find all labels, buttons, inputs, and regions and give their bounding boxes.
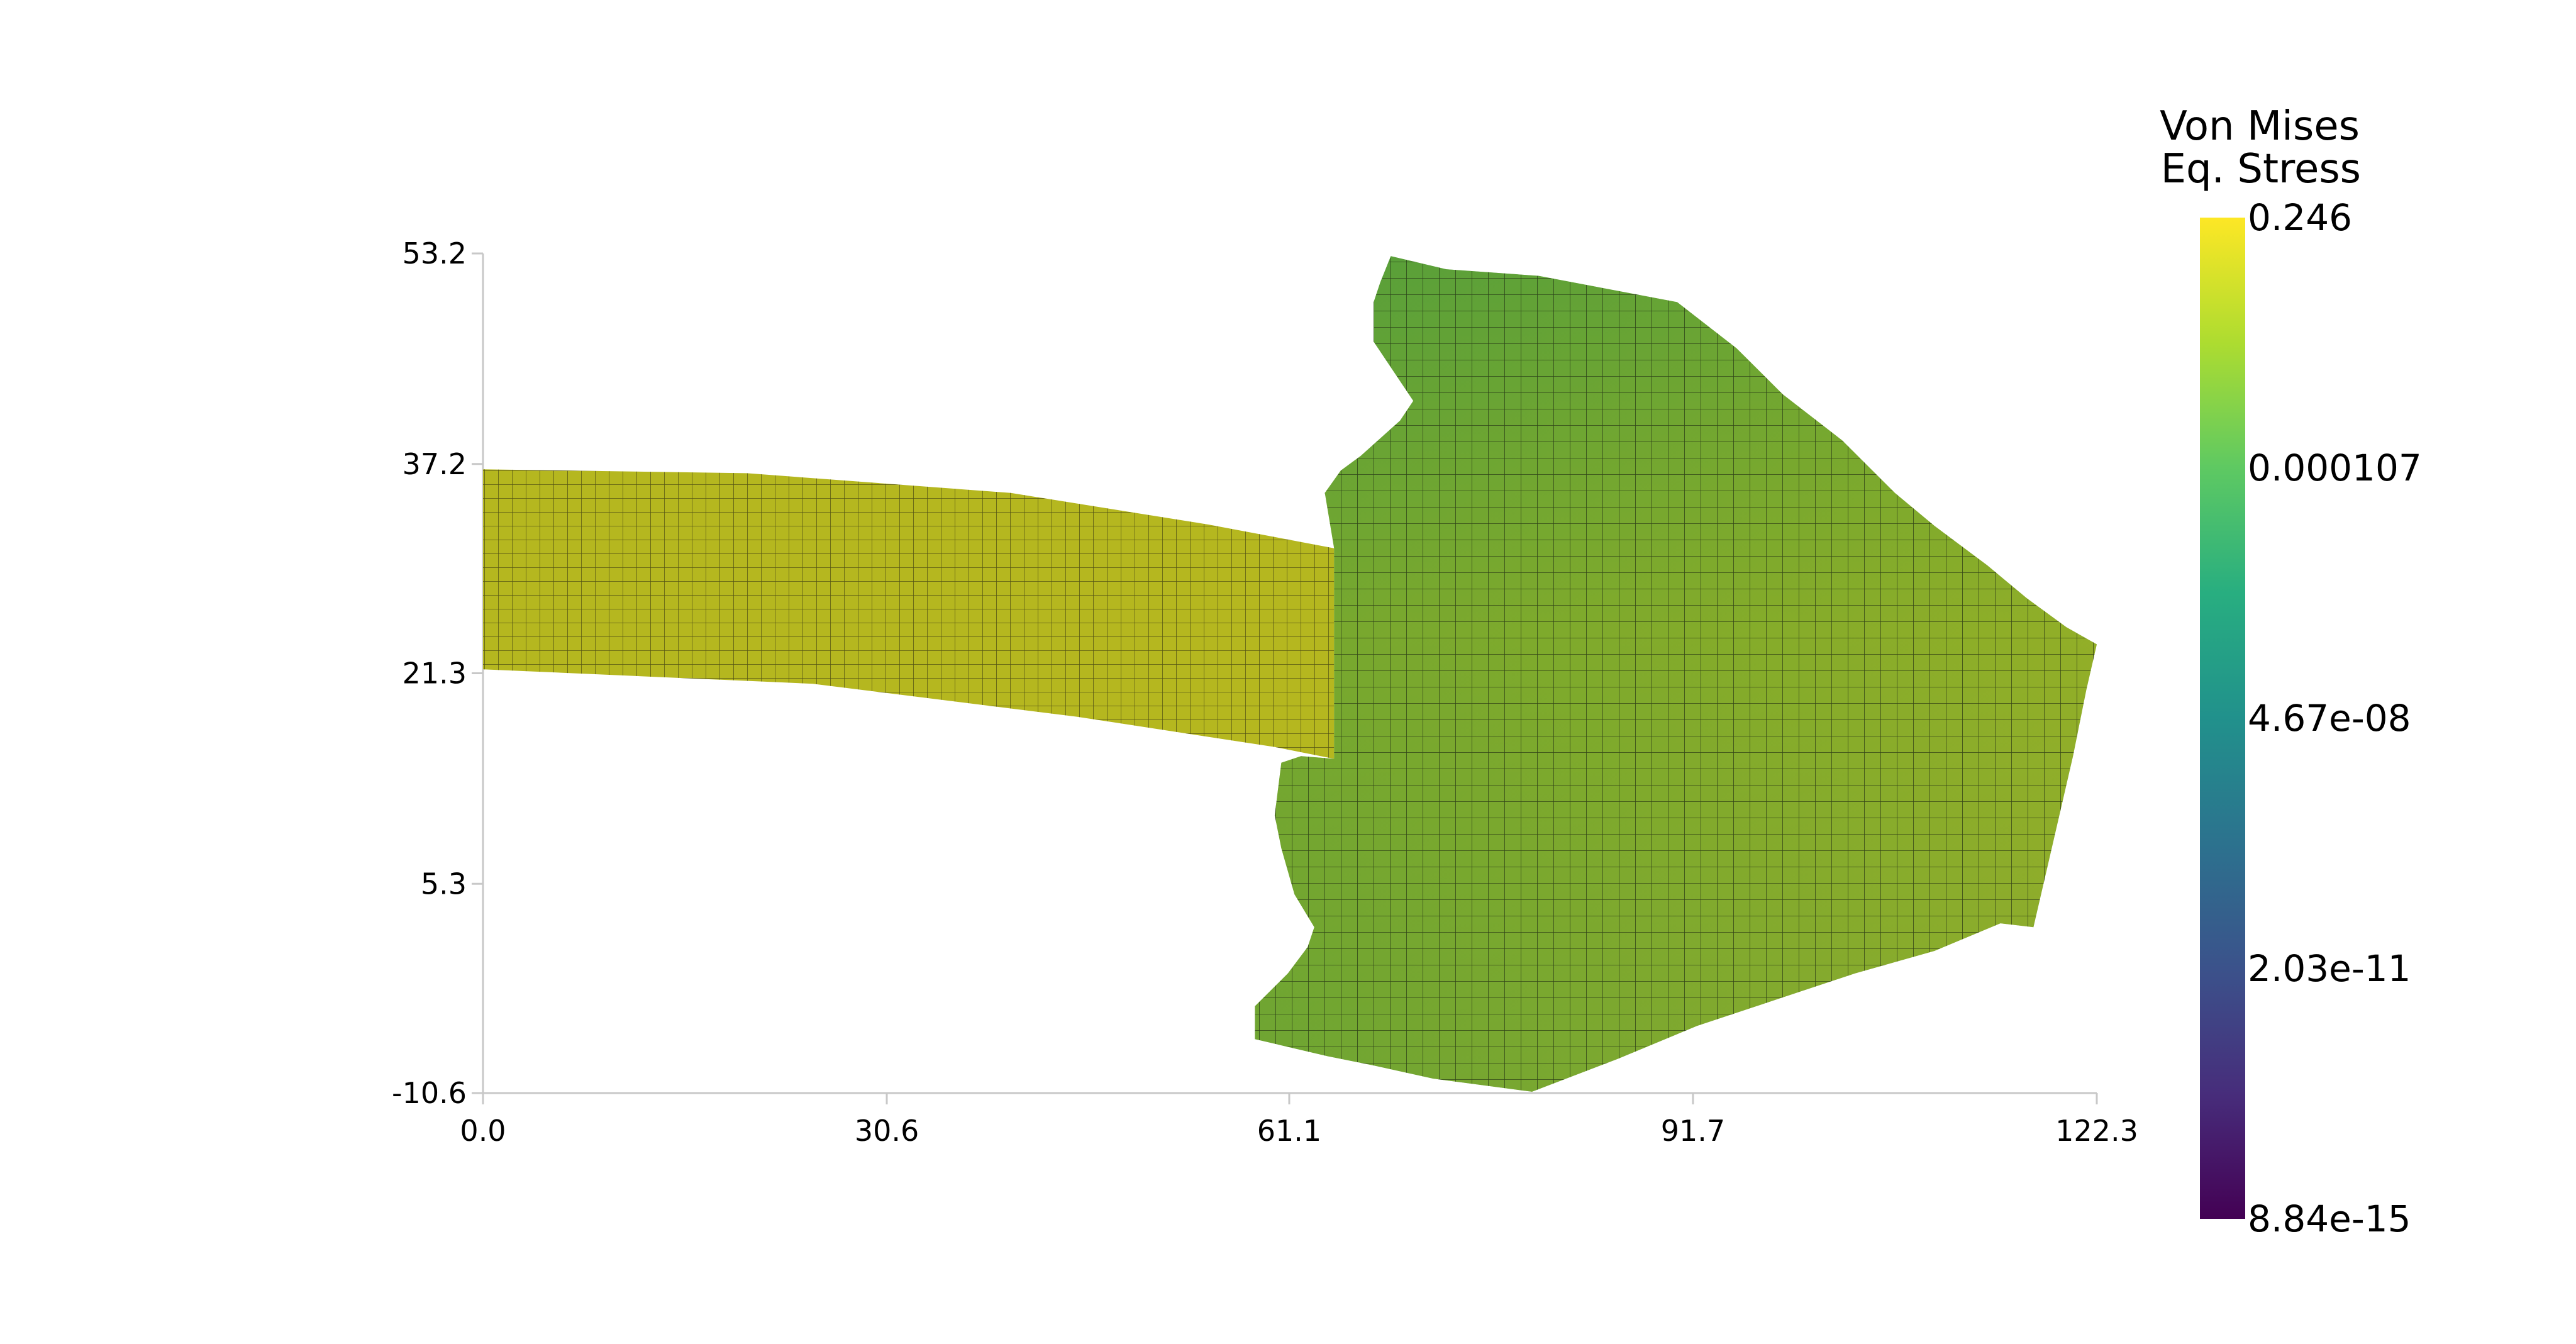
colorbar-tick-label: 0.000107 <box>2248 447 2422 489</box>
colorbar-tick-label: 8.84e-15 <box>2248 1197 2411 1240</box>
x-tick-label: 122.3 <box>2055 1114 2138 1148</box>
y-axis-ticks: 53.2 37.2 21.3 5.3 -10.6 <box>392 236 483 1110</box>
y-tick-label: -10.6 <box>392 1076 467 1110</box>
colorbar-tick-label: 0.246 <box>2248 196 2352 239</box>
colorbar: Von Mises Eq. Stress 0.246 0.000107 4.67e-… <box>2160 103 2422 1240</box>
beam-mesh-grid <box>483 469 1335 759</box>
colorbar-scale <box>2200 218 2245 1219</box>
x-tick-label: 91.7 <box>1661 1114 1725 1148</box>
deformed-mesh <box>483 256 2097 1092</box>
colorbar-title-line2: Eq. Stress <box>2161 146 2361 192</box>
y-tick-label: 53.2 <box>402 236 467 270</box>
colorbar-labels: 0.246 0.000107 4.67e-08 2.03e-11 8.84e-15 <box>2248 196 2422 1240</box>
x-tick-label: 0.0 <box>460 1114 506 1148</box>
colorbar-title-line1: Von Mises <box>2160 103 2360 150</box>
y-tick-label: 5.3 <box>421 867 467 901</box>
body-mesh-grid <box>1255 256 2097 1092</box>
y-tick-label: 37.2 <box>402 447 467 481</box>
colorbar-tick-label: 2.03e-11 <box>2248 947 2411 990</box>
x-axis-ticks: 0.0 30.6 61.1 91.7 122.3 <box>460 1093 2138 1148</box>
axes: 0.0 30.6 61.1 91.7 122.3 53.2 37.2 21.3 5.3 -10.… <box>392 236 2138 1148</box>
colorbar-tick-label: 4.67e-08 <box>2248 697 2411 740</box>
x-tick-label: 30.6 <box>855 1114 919 1148</box>
y-tick-label: 21.3 <box>402 657 467 691</box>
x-tick-label: 61.1 <box>1257 1114 1321 1148</box>
